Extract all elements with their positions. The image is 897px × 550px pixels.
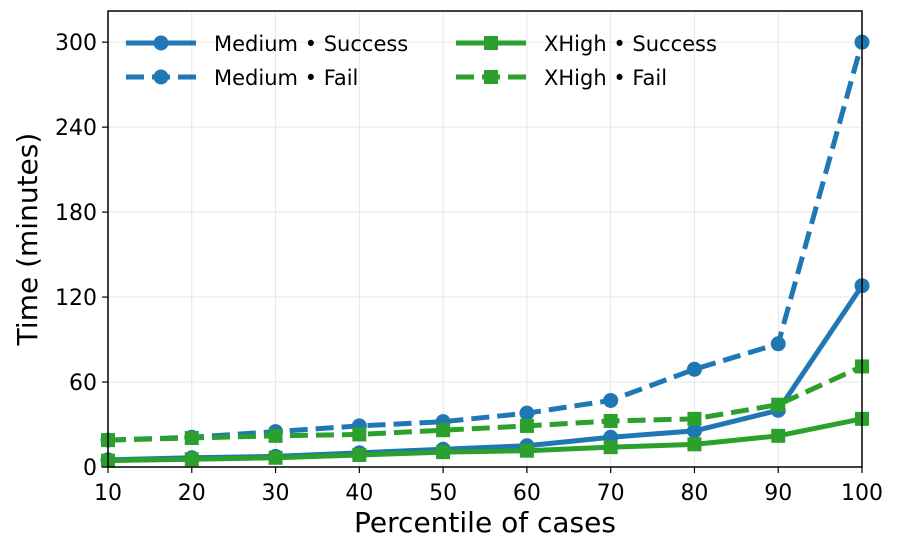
data-point (771, 428, 786, 443)
series-line-xhigh-fail (107, 364, 864, 443)
axis-ticks: 10 20 30 40 50 60 70 80 90 100 0 60 120 180 240 300 (55, 31, 883, 506)
data-point (352, 447, 367, 462)
series-xhigh-fail (101, 359, 869, 448)
data-point (519, 443, 534, 458)
plot-frame (107, 10, 863, 468)
y-tick-label: 120 (55, 286, 97, 311)
data-point (519, 418, 534, 433)
x-tick-label: 80 (680, 481, 708, 506)
x-tick-label: 100 (841, 481, 883, 506)
data-point (603, 413, 618, 428)
x-tick-label: 20 (178, 481, 206, 506)
data-point (603, 440, 618, 455)
y-tick-label: 240 (55, 116, 97, 141)
data-point (771, 397, 786, 412)
data-point (687, 411, 702, 426)
data-point (770, 336, 786, 352)
legend-item: XHigh • Success (456, 32, 717, 56)
data-point (519, 405, 535, 421)
legend-marker (153, 35, 169, 51)
data-point (268, 450, 283, 465)
x-tick-label: 50 (429, 481, 457, 506)
y-tick-label: 60 (69, 371, 97, 396)
x-tick-label: 90 (764, 481, 792, 506)
data-point (686, 361, 702, 377)
legend-label: Medium • Fail (214, 66, 358, 90)
x-tick-label: 30 (262, 481, 290, 506)
data-point (184, 452, 199, 467)
legend-marker (484, 70, 498, 84)
y-tick-label: 300 (55, 31, 97, 56)
x-tick-label: 10 (94, 481, 122, 506)
series-medium-fail (100, 34, 870, 448)
series-lines (100, 34, 870, 468)
data-point (352, 427, 367, 442)
data-point (603, 392, 619, 408)
legend-label: Medium • Success (214, 32, 408, 56)
legend-marker (484, 36, 498, 50)
legend-label: XHigh • Fail (544, 66, 667, 90)
legend-item: XHigh • Fail (456, 66, 667, 90)
x-tick-label: 70 (597, 481, 625, 506)
series-line-xhigh-success (107, 416, 863, 464)
x-tick-label: 60 (513, 481, 541, 506)
legend: Medium • Success Medium • Fail XHigh • Suc… (126, 32, 717, 90)
x-axis-label: Percentile of cases (354, 506, 616, 539)
data-point (436, 423, 451, 438)
series-line-medium-fail (107, 41, 865, 443)
data-point (268, 428, 283, 443)
data-point (184, 430, 199, 445)
data-point (687, 437, 702, 452)
y-tick-label: 0 (83, 456, 97, 481)
legend-label: XHigh • Success (544, 32, 717, 56)
data-point (686, 423, 702, 439)
legend-marker (153, 69, 169, 85)
y-axis-label: Time (minutes) (11, 133, 44, 347)
x-tick-label: 40 (345, 481, 373, 506)
data-point (436, 445, 451, 460)
legend-item: Medium • Fail (126, 66, 358, 90)
y-tick-label: 180 (55, 201, 97, 226)
legend-item: Medium • Success (126, 32, 408, 56)
